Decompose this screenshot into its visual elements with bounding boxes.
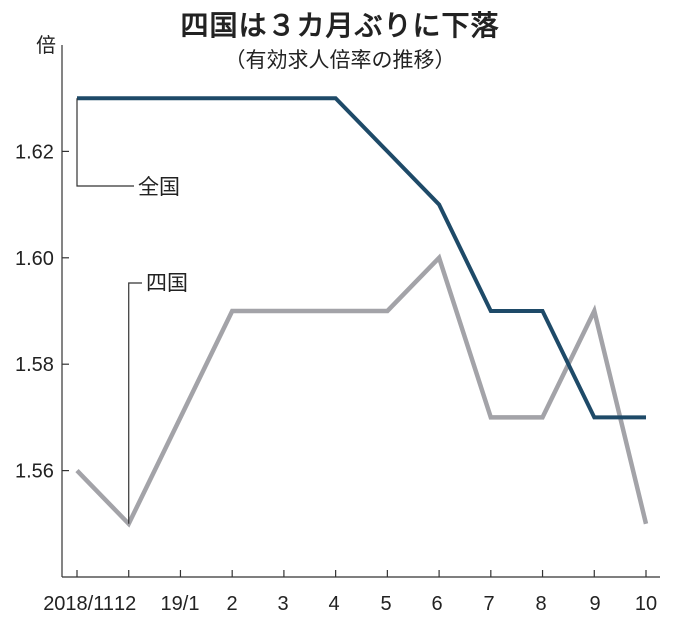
- chart-subtitle: （有効求人倍率の推移）: [224, 48, 456, 72]
- annotation-label-shikoku: 四国: [146, 271, 188, 295]
- x-tick-label: 12: [114, 593, 136, 615]
- x-tick-label: 2018/11: [43, 593, 114, 615]
- y-axis-unit-label: 倍: [36, 33, 56, 57]
- x-tick-label: 8: [535, 593, 546, 615]
- series-line-national: [77, 96, 646, 420]
- y-tick-label: 1.60: [15, 248, 54, 270]
- annotation-leader-national: [76, 98, 134, 187]
- y-axis-ticks: 1.56 1.58 1.60 1.62: [15, 141, 69, 483]
- annotation-label-national: 全国: [138, 175, 180, 199]
- y-tick-label: 1.58: [15, 354, 54, 376]
- y-tick-label: 1.56: [15, 461, 54, 483]
- x-tick-label: 9: [589, 593, 600, 615]
- x-tick-label: 3: [277, 593, 288, 615]
- x-tick-label: 6: [431, 593, 442, 615]
- axes: [61, 45, 660, 578]
- chart-title: 四国は３カ月ぶりに下落: [180, 9, 500, 42]
- x-axis-ticks: 2018/11 12 19/1 2 3 4 5 6 7 8 9 10: [43, 570, 657, 615]
- y-tick-label: 1.62: [15, 141, 54, 163]
- x-tick-label: 2: [226, 593, 237, 615]
- x-tick-label: 5: [380, 593, 391, 615]
- x-tick-label: 7: [483, 593, 494, 615]
- x-tick-label: 10: [635, 593, 657, 615]
- x-tick-label: 4: [328, 593, 339, 615]
- series-layer: [75, 96, 649, 528]
- annotation-leader-shikoku: [128, 282, 142, 524]
- series-line-shikoku: [75, 253, 649, 528]
- x-tick-label: 19/1: [161, 593, 200, 615]
